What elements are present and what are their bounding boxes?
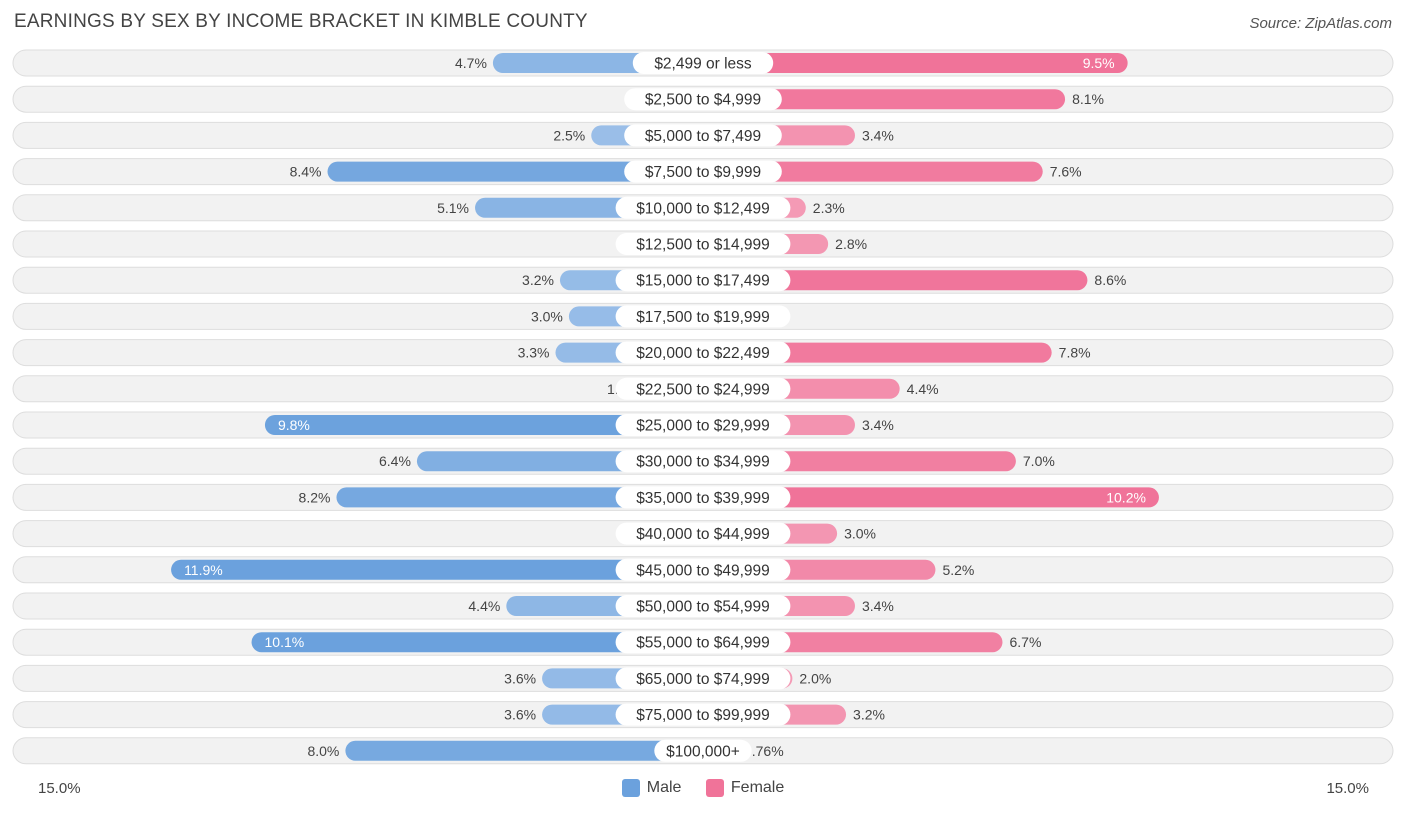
category-pill: [615, 703, 791, 726]
male-value-label: 8.0%: [307, 743, 339, 759]
axis-label-left: 15.0%: [38, 780, 81, 797]
male-value-label: 5.1%: [437, 200, 469, 216]
bar-female: [691, 53, 1128, 73]
category-label: $20,000 to $22,499: [636, 345, 770, 362]
category-pill: [615, 631, 791, 654]
category-pill: [632, 52, 774, 74]
category-label: $15,000 to $17,499: [636, 273, 770, 290]
male-value-label: 4.7%: [455, 55, 487, 71]
category-label: $45,000 to $49,999: [636, 562, 770, 579]
axis-label-right: 15.0%: [1326, 780, 1369, 797]
category-pill: [615, 377, 791, 400]
female-value-label: 5.2%: [942, 562, 974, 578]
category-pill: [615, 522, 791, 545]
category-label: $12,500 to $14,999: [636, 237, 770, 254]
category-label: $17,500 to $19,999: [636, 309, 770, 326]
female-value-label: 8.1%: [1072, 91, 1104, 107]
male-value-label: 3.0%: [531, 308, 563, 324]
category-label: $25,000 to $29,999: [636, 418, 770, 435]
category-label: $55,000 to $64,999: [636, 635, 770, 652]
male-value-label: 3.3%: [518, 345, 550, 361]
category-pill: [615, 414, 791, 436]
category-pill: [615, 486, 791, 509]
legend-label-female: Female: [730, 779, 785, 796]
legend-label-male: Male: [646, 779, 682, 796]
female-value-label: 10.2%: [1106, 489, 1146, 505]
category-label: $5,000 to $7,499: [645, 128, 761, 145]
female-value-label: 2.0%: [799, 670, 831, 686]
male-value-label: 2.5%: [553, 127, 585, 143]
female-value-label: 3.0%: [844, 526, 876, 542]
male-value-label: 6.4%: [379, 453, 411, 469]
category-label: $2,499 or less: [654, 56, 752, 73]
category-pill: [615, 595, 791, 617]
female-value-label: 2.3%: [813, 200, 845, 216]
female-value-label: 3.4%: [862, 127, 894, 143]
category-label: $2,500 to $4,999: [645, 92, 761, 109]
female-value-label: 3.4%: [862, 417, 894, 433]
category-label: $35,000 to $39,999: [636, 490, 770, 507]
category-pill: [615, 450, 791, 473]
category-label: $22,500 to $24,999: [636, 381, 770, 398]
category-pill: [654, 739, 752, 762]
chart-title: EARNINGS BY SEX BY INCOME BRACKET IN KIM…: [14, 11, 588, 32]
male-value-label: 3.2%: [522, 272, 554, 288]
male-value-label: 3.6%: [504, 707, 536, 723]
category-pill: [624, 88, 782, 111]
category-label: $100,000+: [666, 743, 740, 760]
female-value-label: 0.76%: [744, 743, 784, 759]
bar-male: [251, 632, 715, 653]
bar-female: [691, 487, 1159, 508]
category-label: $7,500 to $9,999: [645, 164, 761, 181]
female-value-label: 6.7%: [1009, 634, 1041, 650]
female-value-label: 8.6%: [1094, 272, 1126, 288]
category-pill: [615, 558, 791, 581]
legend-swatch-female: [705, 779, 724, 797]
female-value-label: 2.8%: [835, 236, 867, 252]
male-value-label: 8.2%: [299, 489, 331, 505]
legend-item-female[interactable]: Female: [705, 779, 785, 797]
category-label: $30,000 to $34,999: [636, 454, 770, 471]
category-pill: [615, 233, 791, 255]
category-label: $75,000 to $99,999: [636, 707, 770, 724]
female-value-label: 9.5%: [1083, 55, 1115, 71]
male-value-label: 9.8%: [278, 417, 310, 433]
female-value-label: 7.6%: [1050, 164, 1082, 180]
category-pill: [615, 196, 791, 219]
bar-female: [691, 270, 1088, 291]
category-pill: [624, 160, 782, 183]
category-pill: [615, 667, 791, 690]
category-label: $40,000 to $44,999: [636, 526, 770, 543]
bar-female: [691, 89, 1066, 110]
category-label: $65,000 to $74,999: [636, 671, 770, 688]
male-value-label: 11.9%: [184, 562, 223, 578]
female-value-label: 3.2%: [853, 707, 885, 723]
male-value-label: 4.4%: [468, 598, 500, 614]
male-value-label: 3.6%: [504, 670, 536, 686]
category-pill: [615, 341, 791, 364]
female-value-label: 7.0%: [1023, 453, 1055, 469]
male-value-label: 8.4%: [290, 164, 322, 180]
category-pill: [615, 305, 791, 328]
legend-item-male[interactable]: Male: [621, 779, 682, 797]
female-value-label: 4.4%: [907, 381, 939, 397]
bar-male: [327, 161, 715, 182]
male-value-label: 10.1%: [265, 634, 305, 650]
bar-male: [345, 740, 715, 761]
source-credit: Source: ZipAtlas.com: [1249, 15, 1392, 32]
female-value-label: 3.4%: [862, 598, 894, 614]
bar-male: [264, 415, 715, 435]
legend: Male Female: [0, 779, 1406, 802]
category-pill: [615, 269, 791, 292]
legend-swatch-male: [621, 779, 640, 797]
category-label: $10,000 to $12,499: [636, 200, 770, 217]
category-pill: [624, 124, 782, 147]
category-label: $50,000 to $54,999: [636, 599, 770, 616]
female-value-label: 7.8%: [1059, 345, 1091, 361]
bar-male: [171, 559, 715, 580]
